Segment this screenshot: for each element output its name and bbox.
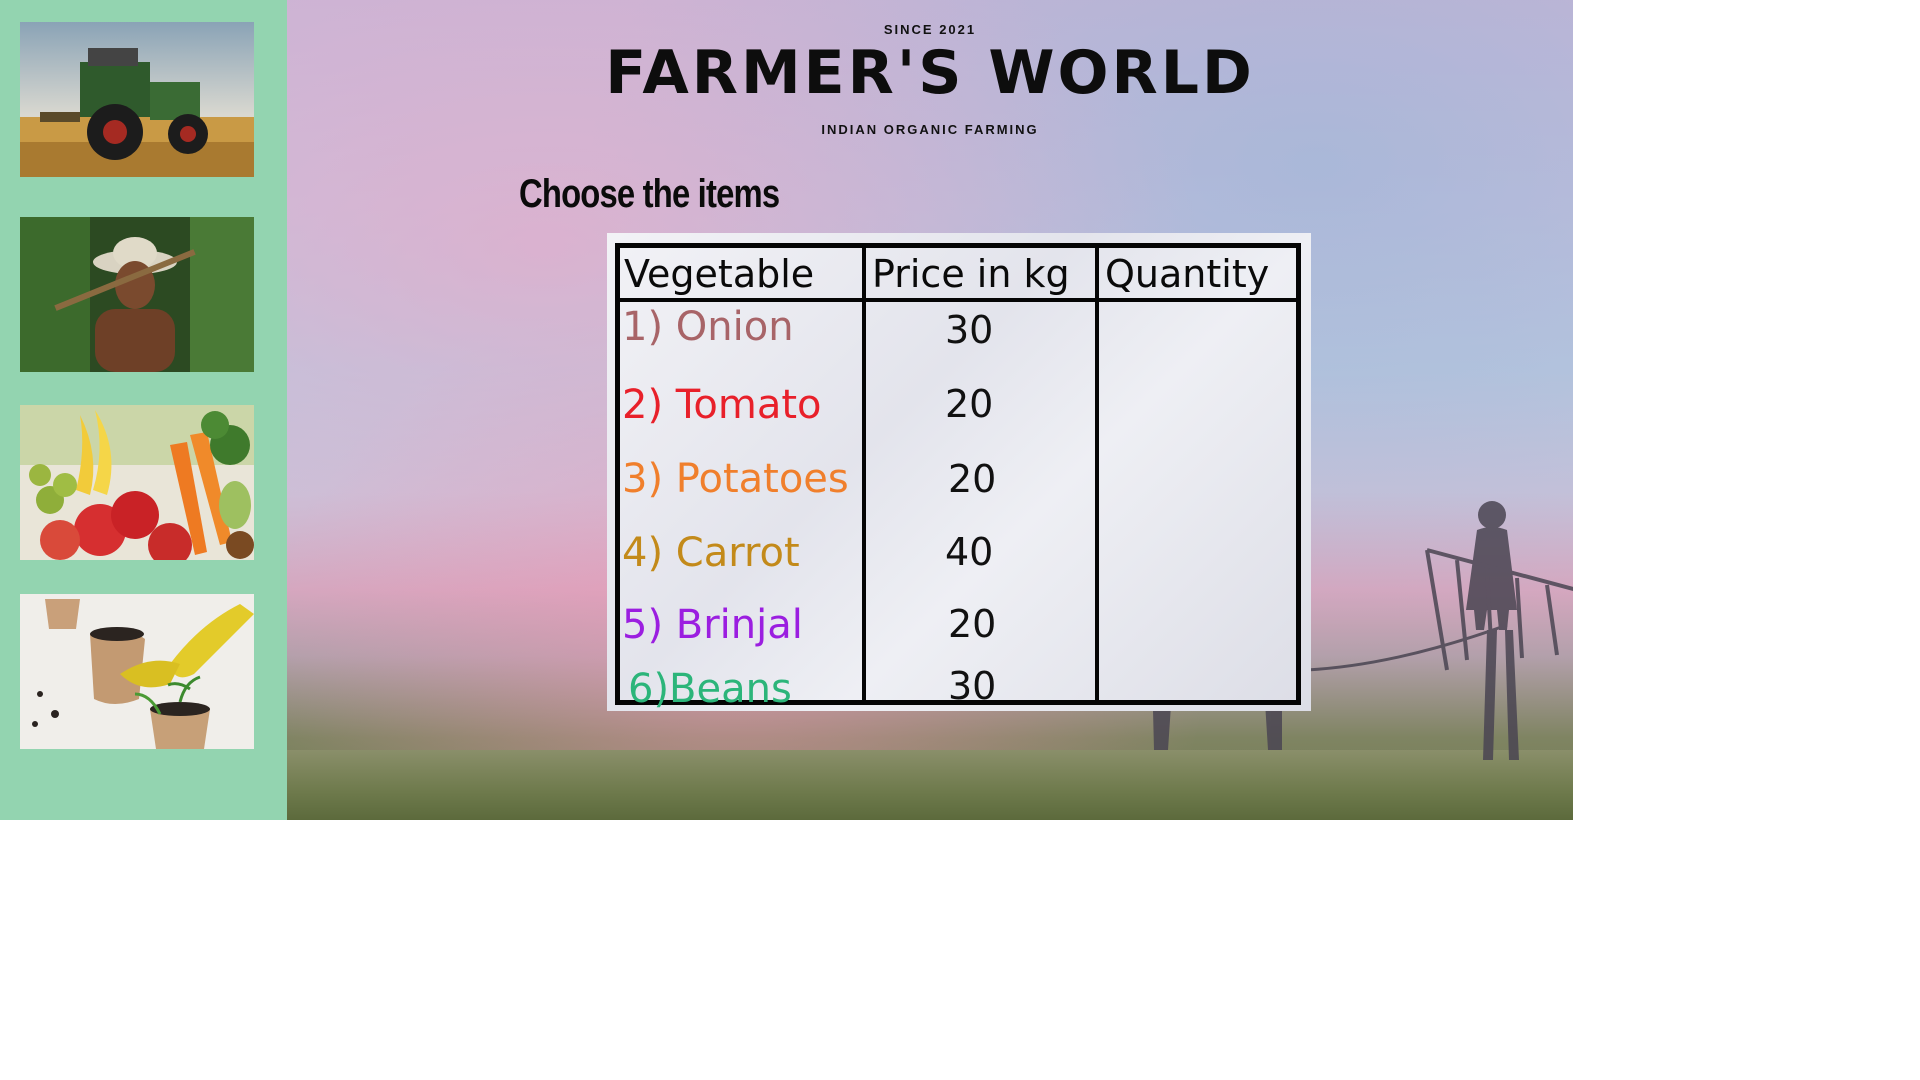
price-table-grid: Vegetable Price in kg Quantity 1) Onion …: [615, 243, 1301, 712]
farmer-photo: [20, 217, 254, 372]
price-table: Vegetable Price in kg Quantity 1) Onion …: [607, 233, 1311, 712]
price-beans: 30: [948, 664, 997, 708]
price-potatoes: 20: [948, 457, 997, 501]
price-tomato: 20: [945, 382, 994, 426]
since-label: SINCE 2021: [883, 22, 977, 37]
section-title: Choose the items: [519, 172, 780, 216]
column-divider: [1095, 248, 1099, 700]
header-divider: [620, 298, 1296, 302]
tagline: INDIAN ORGANIC FARMING: [821, 122, 1039, 137]
brand-title: FARMER'S WORLD: [605, 38, 1255, 108]
sidebar: [0, 0, 287, 820]
vegetable-tomato: 2) Tomato: [622, 382, 822, 428]
vegetable-brinjal: 5) Brinjal: [622, 602, 803, 648]
header-vegetable: Vegetable: [624, 252, 815, 296]
header-quantity: Quantity: [1105, 252, 1270, 296]
field-ground: [287, 750, 1573, 820]
gardening-photo: [20, 594, 254, 749]
vegetable-onion: 1) Onion: [622, 304, 794, 350]
price-carrot: 40: [945, 530, 994, 574]
vegetable-beans: 6)Beans: [628, 666, 792, 712]
vegetables-photo: [20, 405, 254, 560]
hero-banner: SINCE 2021 FARMER'S WORLD INDIAN ORGANIC…: [287, 0, 1573, 820]
tractor-photo: [20, 22, 254, 177]
price-onion: 30: [945, 308, 994, 352]
price-brinjal: 20: [948, 602, 997, 646]
vegetable-potatoes: 3) Potatoes: [622, 456, 849, 502]
column-divider: [862, 248, 866, 700]
header-price: Price in kg: [872, 252, 1070, 296]
vegetable-carrot: 4) Carrot: [622, 530, 800, 576]
